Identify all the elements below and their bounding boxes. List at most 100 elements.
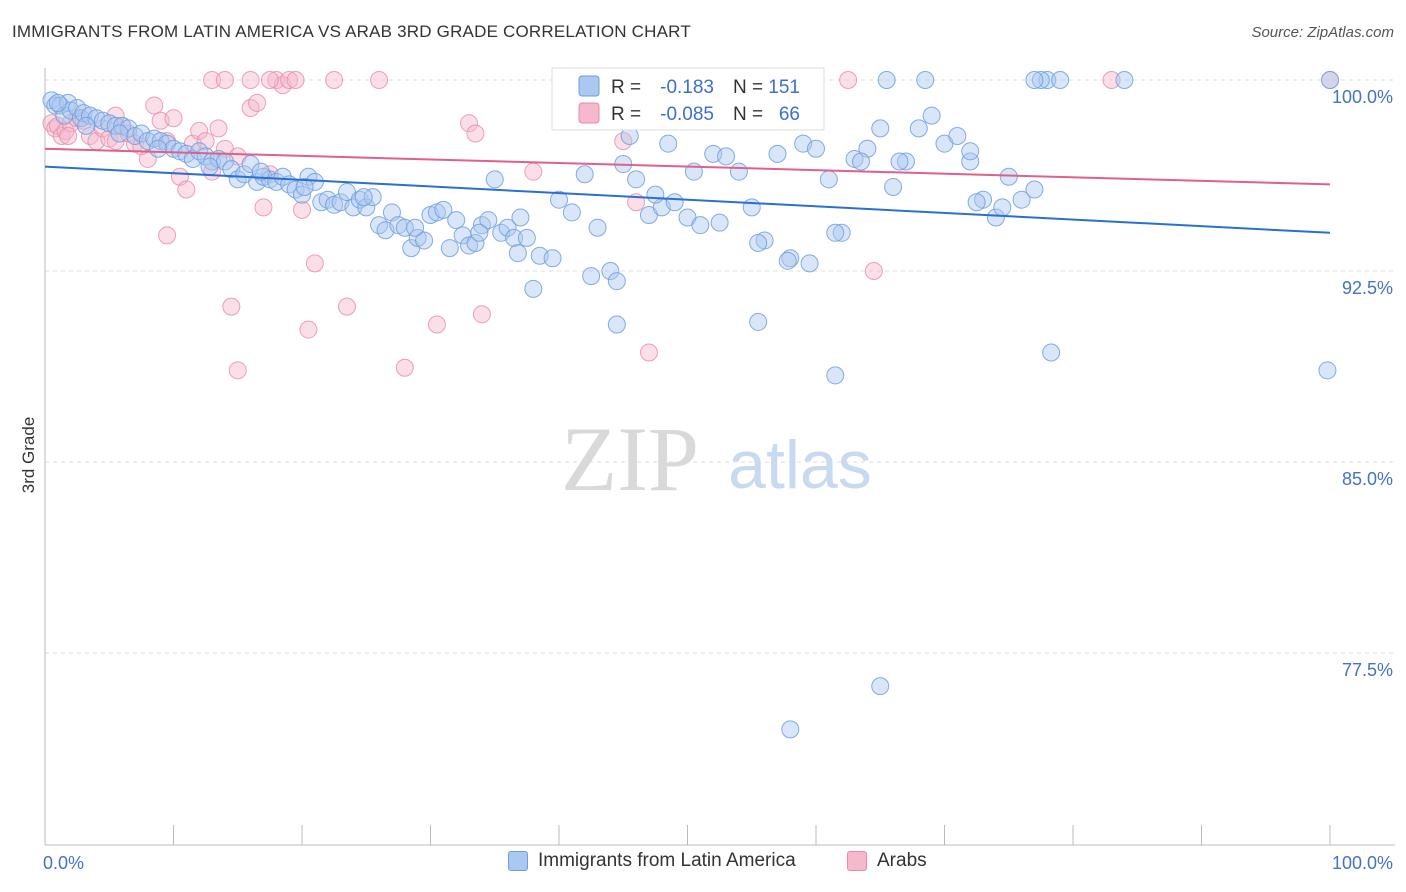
latin-america-point bbox=[710, 213, 729, 232]
arabs-point bbox=[639, 343, 658, 362]
latin-america-point bbox=[149, 139, 168, 158]
latin-america-point bbox=[607, 315, 626, 334]
latin-america-point bbox=[986, 208, 1005, 227]
latin-america-point bbox=[819, 170, 838, 189]
legend-r-label-2: R = bbox=[611, 104, 641, 125]
legend-r-value-2: -0.085 bbox=[660, 104, 714, 125]
latin-america-point bbox=[717, 147, 736, 166]
y-tick-labels: 77.5% 85.0% 92.5% 100.0% bbox=[1332, 87, 1393, 680]
latin-america-point bbox=[691, 216, 710, 235]
latin-america-point bbox=[354, 188, 373, 207]
latin-america-point bbox=[357, 198, 376, 217]
legend-n-label-1: N = bbox=[733, 77, 763, 98]
latin-america-point bbox=[251, 162, 270, 181]
legend-swatch-pink bbox=[847, 851, 867, 871]
latin-america-point bbox=[1042, 343, 1061, 362]
watermark-atlas: atlas bbox=[728, 427, 872, 503]
latin-america-point bbox=[832, 223, 851, 242]
arabs-trend-line bbox=[44, 147, 1331, 186]
latin-america-point bbox=[890, 152, 909, 171]
x-tick-label: 100.0% bbox=[1332, 853, 1393, 873]
latin-america-point bbox=[498, 218, 517, 237]
latin-america-point bbox=[851, 152, 870, 171]
latin-america-point bbox=[1025, 180, 1044, 199]
arabs-point bbox=[158, 226, 177, 245]
latin-america-point bbox=[511, 208, 530, 227]
latin-america-point bbox=[470, 223, 489, 242]
arabs-point bbox=[466, 124, 485, 143]
latin-america-point bbox=[447, 211, 466, 230]
legend-n-value-1: 151 bbox=[768, 77, 800, 98]
arabs-point bbox=[1102, 71, 1121, 89]
arabs-point bbox=[190, 121, 209, 140]
latin-america-point bbox=[601, 262, 620, 280]
latin-america-point bbox=[871, 119, 890, 138]
latin-america-point bbox=[508, 244, 527, 263]
legend-n-value-2: 66 bbox=[779, 104, 800, 125]
series-latin-america-points bbox=[42, 71, 1339, 739]
latin-america-trend-line bbox=[44, 165, 1331, 234]
legend-r-label-1: R = bbox=[611, 77, 641, 98]
arabs-point bbox=[337, 297, 356, 316]
latin-america-point bbox=[200, 157, 219, 176]
arabs-point bbox=[395, 358, 414, 377]
arabs-point bbox=[145, 96, 164, 115]
latin-america-point bbox=[1025, 71, 1044, 89]
latin-america-point bbox=[877, 71, 896, 89]
latin-america-point bbox=[999, 167, 1018, 186]
latin-america-point bbox=[659, 134, 678, 153]
trend-lines bbox=[44, 147, 1331, 234]
arabs-point bbox=[196, 132, 215, 151]
latin-america-point bbox=[434, 200, 453, 219]
latin-america-point bbox=[48, 93, 67, 112]
latin-america-point bbox=[543, 249, 562, 268]
arabs-point bbox=[248, 93, 267, 112]
arabs-point bbox=[59, 127, 78, 146]
arabs-point bbox=[254, 198, 273, 217]
x-tick-label: 0.0% bbox=[43, 853, 84, 873]
arabs-point bbox=[280, 71, 299, 89]
latin-america-point bbox=[588, 218, 607, 237]
legend-n-label-2: N = bbox=[733, 104, 763, 125]
latin-america-point bbox=[922, 106, 941, 125]
latin-america-point bbox=[582, 267, 601, 286]
latin-america-point bbox=[295, 177, 314, 196]
latin-america-point bbox=[241, 155, 260, 174]
arabs-point bbox=[286, 71, 305, 89]
latin-america-point bbox=[778, 251, 797, 270]
arabs-point bbox=[325, 71, 344, 89]
latin-america-point bbox=[524, 279, 543, 298]
latin-america-point bbox=[77, 116, 96, 135]
latin-america-point bbox=[1318, 361, 1337, 380]
latin-america-point bbox=[1012, 190, 1031, 209]
arabs-point bbox=[215, 71, 234, 89]
y-tick-label: 77.5% bbox=[1342, 660, 1393, 680]
latin-america-point bbox=[826, 366, 845, 385]
arabs-point bbox=[241, 71, 260, 89]
latin-america-point bbox=[415, 231, 434, 250]
series-legend: Immigrants from Latin America Arabs bbox=[0, 850, 1406, 880]
latin-america-point bbox=[967, 193, 986, 212]
arabs-point bbox=[460, 114, 479, 133]
latin-america-point bbox=[916, 71, 935, 89]
arabs-point bbox=[177, 180, 196, 199]
arabs-point bbox=[209, 119, 228, 138]
latin-america-point bbox=[807, 139, 825, 158]
source-label: Source: ZipAtlas.com bbox=[1251, 24, 1394, 41]
latin-america-point bbox=[729, 162, 748, 181]
latin-america-point bbox=[768, 144, 787, 163]
latin-america-point bbox=[948, 127, 967, 146]
latin-america-point bbox=[517, 228, 536, 247]
latin-america-point bbox=[800, 254, 819, 273]
latin-america-point bbox=[1031, 71, 1050, 89]
legend-swatch-blue bbox=[508, 851, 528, 871]
arabs-point bbox=[299, 320, 318, 339]
latin-america-point bbox=[395, 218, 414, 237]
axes bbox=[44, 68, 1395, 846]
latin-america-point bbox=[273, 167, 292, 186]
legend-pink-swatch bbox=[578, 102, 600, 124]
latin-america-point bbox=[1115, 71, 1134, 89]
y-tick-label: 92.5% bbox=[1342, 278, 1393, 298]
latin-america-point bbox=[1038, 71, 1057, 89]
